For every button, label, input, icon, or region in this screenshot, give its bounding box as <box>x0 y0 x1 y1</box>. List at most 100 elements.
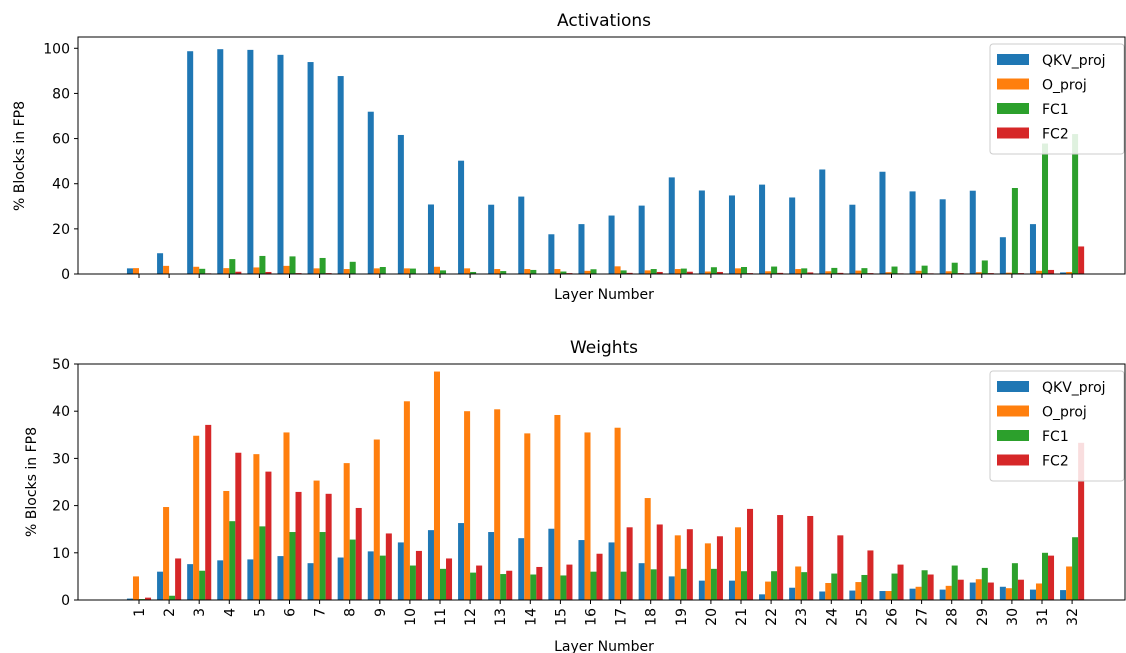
bar-fc1-layer-3 <box>199 570 206 600</box>
legend-swatch-qkv_proj <box>997 54 1029 65</box>
bar-fc1-layer-17 <box>620 270 627 274</box>
weights-x-axis-label: Layer Number <box>554 639 654 653</box>
bar-o_proj-layer-3 <box>193 266 200 274</box>
bar-o_proj-layer-6 <box>283 265 290 274</box>
bar-qkv_proj-layer-2 <box>157 253 164 274</box>
bar-fc1-layer-12 <box>470 271 477 274</box>
bar-qkv_proj-layer-4 <box>217 49 224 274</box>
bar-fc1-layer-21 <box>741 267 748 274</box>
x-tick-label: 30 <box>1005 608 1021 626</box>
bar-qkv_proj-layer-11 <box>427 530 434 600</box>
y-tick-label: 30 <box>52 451 70 467</box>
x-tick-label: 5 <box>252 608 268 617</box>
bar-o_proj-layer-16 <box>584 432 591 600</box>
weights-panel: Weights Layer Number % Blocks in FP8 0 10… <box>24 338 1126 653</box>
bar-qkv_proj-layer-10 <box>397 542 404 600</box>
y-tick-label: 100 <box>43 41 70 57</box>
bar-o_proj-layer-10 <box>403 268 410 274</box>
bar-qkv_proj-layer-30 <box>999 586 1006 600</box>
bar-qkv_proj-layer-31 <box>1029 224 1036 274</box>
x-tick-label: 12 <box>463 608 479 626</box>
bar-o_proj-layer-16 <box>584 270 591 274</box>
bar-fc1-layer-6 <box>289 256 296 274</box>
bar-o_proj-layer-8 <box>343 463 350 600</box>
bar-fc1-layer-21 <box>741 571 748 600</box>
bar-qkv_proj-layer-32 <box>1060 590 1067 600</box>
bar-o_proj-layer-9 <box>373 268 380 274</box>
y-tick-label: 10 <box>52 546 70 562</box>
bar-qkv_proj-layer-23 <box>789 587 796 600</box>
bar-o_proj-layer-18 <box>644 270 651 274</box>
bar-qkv_proj-layer-1 <box>126 268 133 274</box>
bar-fc2-layer-2 <box>175 558 182 600</box>
bar-o_proj-layer-19 <box>674 269 681 274</box>
bar-fc1-layer-24 <box>831 267 838 274</box>
bar-fc1-layer-16 <box>590 269 597 274</box>
bar-qkv_proj-layer-25 <box>849 590 856 600</box>
bar-o_proj-layer-22 <box>765 581 772 600</box>
bar-fc1-layer-14 <box>530 574 537 600</box>
bar-fc1-layer-9 <box>379 555 386 600</box>
weights-title: Weights <box>570 338 638 358</box>
bar-fc1-layer-18 <box>650 569 657 600</box>
bar-o_proj-layer-12 <box>464 411 471 600</box>
legend-swatch-fc1 <box>997 430 1029 441</box>
bar-fc1-layer-11 <box>440 270 447 274</box>
plot-frame <box>77 363 1126 601</box>
x-tick-label: 22 <box>764 608 780 626</box>
bar-o_proj-layer-22 <box>765 271 772 274</box>
bar-fc1-layer-2 <box>169 595 176 600</box>
bar-qkv_proj-layer-5 <box>247 49 254 275</box>
bar-qkv_proj-layer-20 <box>698 580 705 600</box>
x-tick-label: 23 <box>794 608 810 626</box>
bar-qkv_proj-layer-14 <box>518 196 525 274</box>
legend: QKV_proj O_proj FC1 FC2 <box>989 370 1125 482</box>
legend-label-qkv_proj: QKV_proj <box>1042 53 1106 69</box>
bar-fc2-layer-22 <box>777 515 784 600</box>
bar-o_proj-layer-18 <box>644 498 651 600</box>
bar-o_proj-layer-25 <box>855 582 862 600</box>
bar-fc1-layer-24 <box>831 573 838 600</box>
x-tick-label: 20 <box>704 608 720 626</box>
bar-qkv_proj-layer-3 <box>187 564 194 600</box>
bar-qkv_proj-layer-29 <box>969 582 976 600</box>
bar-o_proj-layer-28 <box>945 585 952 600</box>
x-tick-label: 11 <box>433 608 449 626</box>
bar-qkv_proj-layer-24 <box>819 169 826 274</box>
bar-fc2-layer-23 <box>807 515 814 600</box>
bar-fc2-layer-10 <box>415 550 422 600</box>
bar-fc1-layer-15 <box>560 271 567 274</box>
bar-fc2-layer-29 <box>987 582 994 600</box>
bar-qkv_proj-layer-15 <box>548 528 555 600</box>
bar-qkv_proj-layer-19 <box>668 576 675 600</box>
bar-fc1-layer-5 <box>259 526 266 600</box>
legend-label-fc2: FC2 <box>1042 127 1069 143</box>
legend-box <box>989 43 1125 155</box>
bar-o_proj-layer-13 <box>494 269 501 274</box>
bar-qkv_proj-layer-5 <box>247 559 254 600</box>
bar-o_proj-layer-30 <box>1005 272 1012 274</box>
bar-fc2-layer-21 <box>747 508 754 600</box>
bar-o_proj-layer-10 <box>403 401 410 600</box>
bar-fc2-layer-32 <box>1078 246 1085 274</box>
bar-qkv_proj-layer-7 <box>307 62 314 274</box>
bar-o_proj-layer-2 <box>163 265 170 274</box>
bar-fc2-layer-11 <box>446 558 453 600</box>
bar-fc2-layer-22 <box>777 272 784 274</box>
bar-fc2-layer-31 <box>1048 269 1055 274</box>
bar-o_proj-layer-6 <box>283 432 290 600</box>
bar-o_proj-layer-4 <box>223 490 230 600</box>
bar-qkv_proj-layer-21 <box>728 195 735 274</box>
bar-o_proj-layer-19 <box>674 535 681 600</box>
bar-qkv_proj-layer-12 <box>458 523 465 600</box>
bar-fc1-layer-25 <box>861 268 868 274</box>
bar-o_proj-layer-31 <box>1035 270 1042 274</box>
bar-qkv_proj-layer-22 <box>759 184 766 274</box>
x-tick-label: 9 <box>373 608 389 617</box>
bar-qkv_proj-layer-4 <box>217 560 224 600</box>
bar-qkv_proj-layer-3 <box>187 51 194 274</box>
x-tick-label: 32 <box>1065 608 1081 626</box>
x-tick-label: 26 <box>885 608 901 626</box>
bar-fc2-layer-5 <box>265 471 272 600</box>
bar-fc2-layer-13 <box>506 570 513 600</box>
